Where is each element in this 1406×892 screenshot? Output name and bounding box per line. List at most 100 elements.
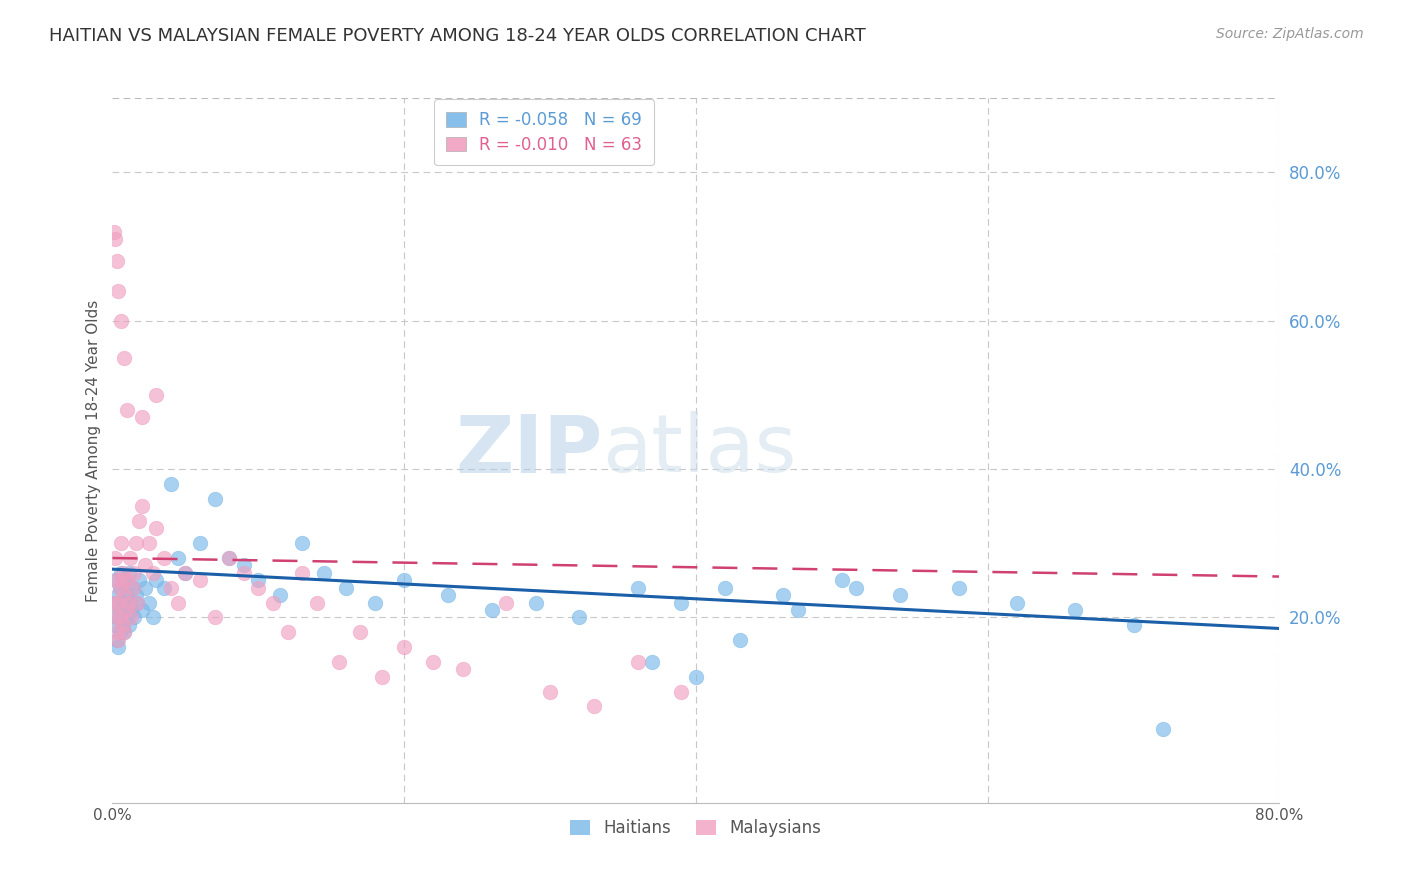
Point [538, 684, 561, 698]
Point [105, 610, 128, 624]
Point [671, 595, 693, 609]
Point [115, 610, 138, 624]
Point [247, 574, 270, 588]
Point [107, 595, 129, 609]
Point [145, 574, 167, 588]
Point [142, 610, 165, 624]
Point [671, 684, 693, 698]
Point [111, 617, 134, 632]
Point [174, 566, 197, 580]
Point [104, 610, 127, 624]
Point [138, 595, 160, 609]
Point [312, 566, 335, 580]
Point [247, 581, 270, 595]
Legend: Haitians, Malaysians: Haitians, Malaysians [564, 813, 828, 844]
Point [105, 625, 128, 640]
Point [108, 581, 131, 595]
Point [104, 574, 127, 588]
Point [1152, 722, 1174, 736]
Point [627, 655, 650, 669]
Point [124, 610, 146, 624]
Point [122, 581, 145, 595]
Point [125, 588, 148, 602]
Point [335, 581, 357, 595]
Point [114, 603, 136, 617]
Point [112, 625, 135, 640]
Point [112, 574, 135, 588]
Point [845, 581, 868, 595]
Point [110, 566, 132, 580]
Text: HAITIAN VS MALAYSIAN FEMALE POVERTY AMONG 18-24 YEAR OLDS CORRELATION CHART: HAITIAN VS MALAYSIAN FEMALE POVERTY AMON… [49, 27, 866, 45]
Point [105, 574, 128, 588]
Point [451, 662, 474, 676]
Point [160, 476, 183, 491]
Point [641, 655, 664, 669]
Point [291, 536, 314, 550]
Point [167, 595, 190, 609]
Point [524, 595, 547, 609]
Point [110, 313, 132, 327]
Point [131, 499, 153, 513]
Point [167, 551, 190, 566]
Point [160, 581, 183, 595]
Point [124, 566, 146, 580]
Point [394, 574, 416, 588]
Point [134, 558, 156, 573]
Point [110, 574, 132, 588]
Point [108, 603, 131, 617]
Point [112, 625, 135, 640]
Point [107, 588, 129, 602]
Point [110, 536, 132, 550]
Point [218, 551, 240, 566]
Point [232, 558, 254, 573]
Text: ZIP: ZIP [456, 411, 603, 490]
Point [142, 566, 165, 580]
Point [104, 551, 127, 566]
Point [627, 581, 650, 595]
Point [1005, 595, 1028, 609]
Point [772, 588, 794, 602]
Point [111, 566, 134, 580]
Point [152, 581, 174, 595]
Text: Source: ZipAtlas.com: Source: ZipAtlas.com [1216, 27, 1364, 41]
Point [128, 514, 150, 528]
Point [112, 588, 135, 602]
Point [120, 603, 142, 617]
Point [105, 632, 128, 647]
Point [204, 610, 226, 624]
Point [108, 625, 131, 640]
Point [108, 581, 131, 595]
Point [111, 617, 134, 632]
Point [103, 225, 125, 239]
Point [328, 655, 350, 669]
Point [115, 581, 138, 595]
Point [364, 595, 387, 609]
Point [568, 610, 591, 624]
Point [128, 574, 150, 588]
Point [145, 521, 167, 535]
Point [117, 617, 139, 632]
Point [787, 603, 810, 617]
Point [108, 610, 131, 624]
Point [111, 595, 134, 609]
Point [305, 595, 328, 609]
Point [131, 603, 153, 617]
Point [276, 625, 298, 640]
Point [104, 617, 127, 632]
Point [685, 670, 707, 684]
Point [138, 536, 160, 550]
Point [394, 640, 416, 654]
Point [174, 566, 197, 580]
Point [114, 603, 136, 617]
Point [134, 581, 156, 595]
Point [582, 699, 605, 714]
Point [262, 595, 284, 609]
Point [232, 566, 254, 580]
Point [948, 581, 970, 595]
Point [349, 625, 371, 640]
Point [889, 588, 911, 602]
Point [114, 588, 136, 602]
Point [112, 351, 135, 365]
Point [127, 595, 149, 609]
Point [495, 595, 517, 609]
